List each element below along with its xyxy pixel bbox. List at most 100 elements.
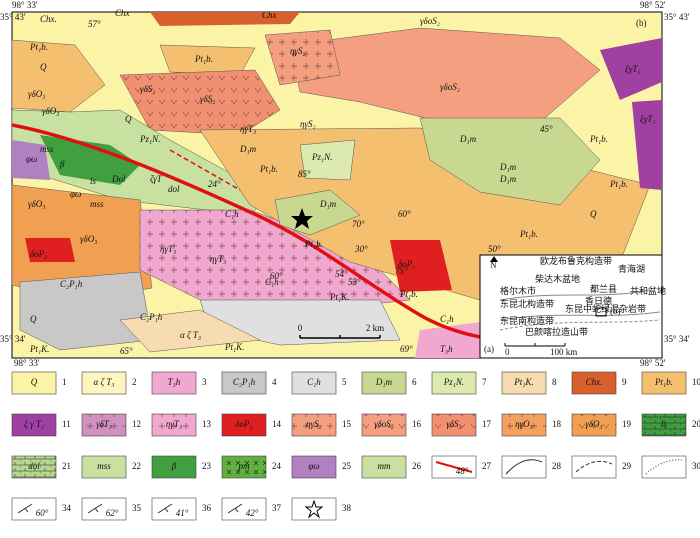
legend-label: Q	[31, 377, 38, 387]
unit-label: 54°	[335, 269, 348, 279]
legend-number: 21	[62, 461, 71, 471]
legend-label: C₁h	[307, 377, 321, 387]
legend-number: 30	[692, 461, 700, 471]
coordinate: 98° 52'	[640, 358, 666, 368]
unit-chx	[150, 12, 300, 26]
unit-label: Pt₁b.	[519, 229, 538, 239]
unit-label: Pt₁b.	[589, 134, 608, 144]
legend-label: mm	[378, 461, 391, 471]
legend-symbol	[17, 503, 33, 514]
unit-label: C₂P₁h	[140, 312, 163, 322]
coordinate: 35° 43'	[664, 12, 690, 22]
legend-texture	[502, 414, 546, 436]
legend-number: 36	[202, 503, 212, 513]
legend-label: D₁m	[375, 377, 393, 387]
legend-line	[435, 461, 473, 473]
legend-number: 11	[62, 419, 71, 429]
inset-frame	[479, 254, 663, 359]
legend-swatch	[361, 371, 407, 395]
legend-label: pm	[238, 461, 251, 471]
unit-label: 65°	[120, 346, 133, 356]
legend-number: 27	[482, 461, 492, 471]
unit-label: D₁m	[499, 162, 517, 172]
legend-swatch	[641, 455, 687, 479]
inset-label: 东昆中蛇绿混杂岩带	[565, 303, 646, 314]
legend-number: 22	[132, 461, 141, 471]
unit-label: 75°	[395, 266, 408, 276]
legend-texture	[432, 414, 476, 436]
unit-label: Dol	[111, 174, 126, 184]
legend-number: 1	[62, 377, 67, 387]
legend-swatch	[81, 497, 127, 521]
unit-label: Q	[590, 209, 597, 219]
unit-label: C₁h	[440, 314, 454, 324]
inset-label: 东昆南构造带	[500, 315, 554, 326]
coordinate: 35° 43'	[0, 12, 26, 22]
unit-label: mss	[40, 144, 54, 154]
legend-swatch	[571, 455, 617, 479]
unit-basalt	[40, 135, 140, 185]
unit-label: Pt₁b.	[609, 179, 628, 189]
coordinate: 35° 34'	[0, 334, 26, 344]
unit-label: ξγT₂	[625, 64, 641, 74]
legend-number: 17	[482, 419, 492, 429]
unit-dop	[25, 238, 75, 262]
unit-syenogranite	[632, 100, 662, 190]
unit-cph	[19, 271, 153, 351]
labels: 98° 33' 98° 52' 98° 33' 98° 52' 35° 43' 35° 4…	[0, 0, 700, 521]
inset-label: 青海湖	[618, 263, 645, 274]
unit-label: 30°	[354, 244, 368, 254]
unit-label: ηγT₃	[240, 124, 256, 134]
legend-label: C₂P₁h	[233, 377, 256, 387]
panel-label: (a)	[484, 344, 494, 354]
legend-texture	[642, 414, 686, 436]
unit-label: Q	[30, 314, 37, 324]
legend-label: Pz₁N.	[443, 377, 464, 387]
unit-dop	[390, 240, 452, 292]
north-arrow	[490, 256, 498, 262]
legend-swatch	[571, 371, 617, 395]
legend-label: α ζ T₃	[93, 377, 114, 387]
legend-number: 3	[202, 377, 207, 387]
unit-label: D₁m	[319, 199, 337, 209]
legend-symbol	[157, 503, 173, 514]
legend-texture	[12, 456, 56, 478]
inset-label: 柴达木盆地	[535, 273, 580, 284]
legend-symbol	[87, 503, 103, 514]
unit-label: β	[59, 159, 65, 169]
sample-star	[291, 208, 313, 229]
legend-number: 23	[202, 461, 212, 471]
texture	[120, 70, 280, 135]
unit-label: 60°	[270, 271, 283, 281]
legend-number: 38	[342, 503, 352, 513]
legend-swatch	[361, 455, 407, 479]
legend-number: 13	[202, 419, 212, 429]
unit-label: Pz₁N.	[311, 152, 332, 162]
unit-label: dol	[168, 184, 180, 194]
legend-label: γδT₃	[96, 419, 112, 429]
legend-number: 8	[552, 377, 557, 387]
legend-swatch	[291, 455, 337, 479]
unit-label: D₁m	[239, 144, 257, 154]
legend-line	[645, 459, 683, 475]
inset-label: 共和盆地	[630, 285, 666, 296]
unit-label: α ζ T₃	[180, 330, 201, 340]
legend-swatch	[221, 497, 267, 521]
unit-label: 53°	[348, 277, 361, 287]
legend-symbol	[227, 503, 243, 514]
legend-swatch	[501, 455, 547, 479]
unit-label: Q	[40, 62, 47, 72]
legend-number: 4	[272, 377, 277, 387]
unit-label: T₃h	[440, 344, 453, 354]
legend-number: 26	[412, 461, 422, 471]
legend-number: 28	[552, 461, 562, 471]
unit-label: φω	[26, 154, 37, 164]
unit-ptb	[11, 39, 106, 113]
legend-label: ηγT₃	[166, 419, 182, 429]
unit-label: Chx	[115, 8, 130, 18]
unit-label: γδO₃	[28, 199, 45, 209]
legend-swatch	[11, 371, 57, 395]
inset-label: 东昆北构造带	[500, 298, 554, 309]
legend-swatch	[291, 371, 337, 395]
legend-label: Chx.	[586, 377, 603, 387]
